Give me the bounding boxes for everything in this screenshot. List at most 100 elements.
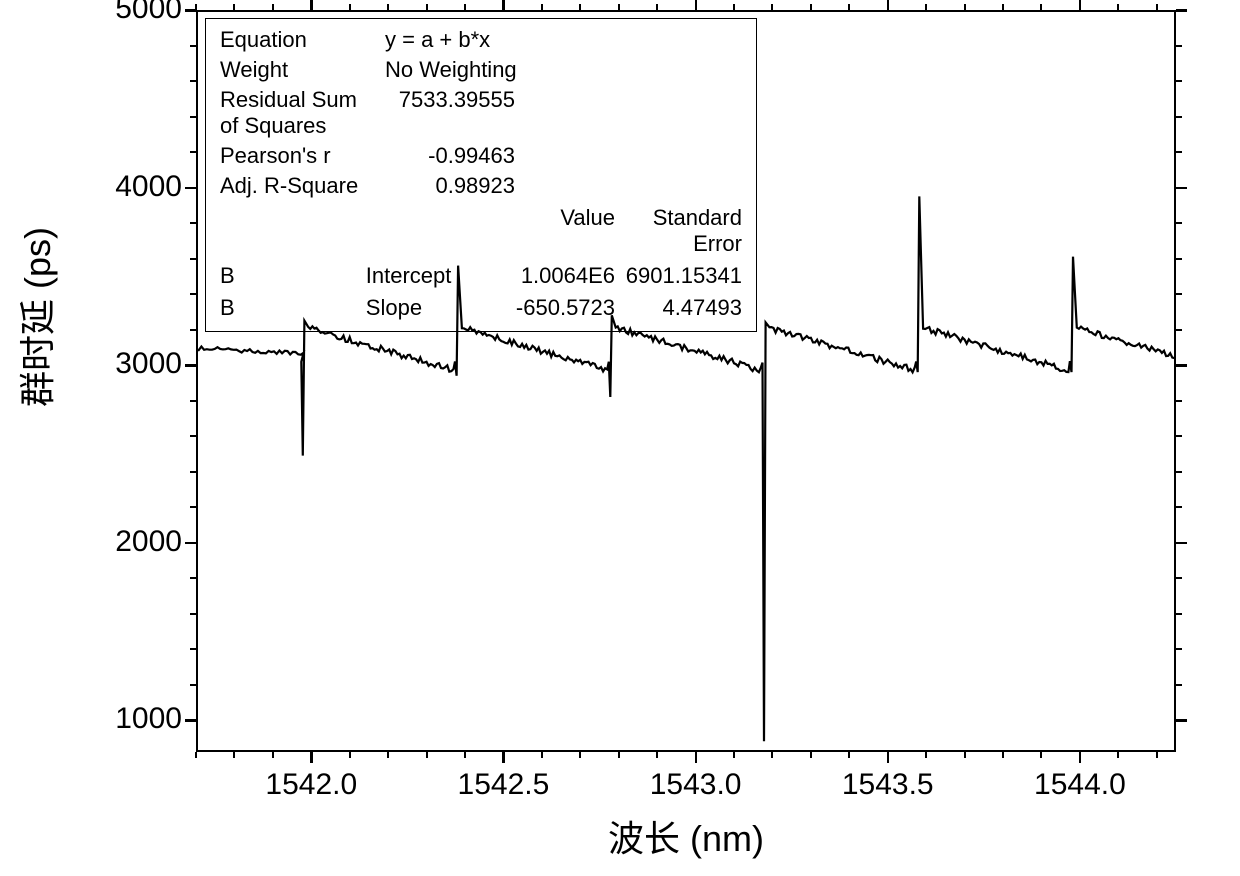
y-minor-tick bbox=[1176, 577, 1182, 579]
y-minor-tick bbox=[190, 151, 196, 153]
x-minor-tick bbox=[1156, 752, 1158, 758]
y-minor-tick bbox=[1176, 400, 1182, 402]
x-minor-tick bbox=[733, 4, 735, 10]
x-tick bbox=[887, 752, 890, 763]
x-tick-label: 1542.5 bbox=[448, 768, 558, 802]
y-minor-tick bbox=[190, 45, 196, 47]
y-minor-tick bbox=[1176, 613, 1182, 615]
y-minor-tick bbox=[1176, 471, 1182, 473]
y-tick bbox=[1176, 364, 1187, 367]
x-minor-tick bbox=[464, 752, 466, 758]
x-minor-tick bbox=[964, 4, 966, 10]
x-tick bbox=[1079, 0, 1082, 10]
x-minor-tick bbox=[810, 752, 812, 758]
x-minor-tick bbox=[848, 4, 850, 10]
x-minor-tick bbox=[1156, 4, 1158, 10]
x-minor-tick bbox=[810, 4, 812, 10]
chart-svg bbox=[0, 0, 1240, 876]
x-tick bbox=[1079, 752, 1082, 763]
x-minor-tick bbox=[848, 752, 850, 758]
figure: 群时延 (ps) 波长 (nm) Equationy = a + b*xWeig… bbox=[0, 0, 1240, 876]
x-minor-tick bbox=[349, 4, 351, 10]
x-minor-tick bbox=[426, 752, 428, 758]
x-tick bbox=[310, 752, 313, 763]
x-minor-tick bbox=[1040, 4, 1042, 10]
x-minor-tick bbox=[656, 4, 658, 10]
y-tick bbox=[1176, 719, 1187, 722]
x-minor-tick bbox=[1040, 752, 1042, 758]
y-minor-tick bbox=[190, 471, 196, 473]
x-tick-label: 1543.5 bbox=[833, 768, 943, 802]
x-minor-tick bbox=[618, 752, 620, 758]
x-minor-tick bbox=[426, 4, 428, 10]
y-tick-label: 2000 bbox=[96, 525, 182, 559]
y-minor-tick bbox=[1176, 222, 1182, 224]
x-minor-tick bbox=[771, 752, 773, 758]
y-minor-tick bbox=[190, 329, 196, 331]
x-minor-tick bbox=[1117, 4, 1119, 10]
x-minor-tick bbox=[733, 752, 735, 758]
x-minor-tick bbox=[618, 4, 620, 10]
x-minor-tick bbox=[233, 752, 235, 758]
y-tick-label: 1000 bbox=[96, 702, 182, 736]
y-minor-tick bbox=[1176, 258, 1182, 260]
x-minor-tick bbox=[771, 4, 773, 10]
y-minor-tick bbox=[190, 116, 196, 118]
y-minor-tick bbox=[190, 577, 196, 579]
y-minor-tick bbox=[1176, 151, 1182, 153]
x-tick-label: 1542.0 bbox=[256, 768, 366, 802]
y-minor-tick bbox=[1176, 506, 1182, 508]
y-minor-tick bbox=[190, 222, 196, 224]
y-minor-tick bbox=[190, 613, 196, 615]
y-tick bbox=[1176, 542, 1187, 545]
x-minor-tick bbox=[1002, 4, 1004, 10]
y-minor-tick bbox=[1176, 684, 1182, 686]
x-minor-tick bbox=[272, 752, 274, 758]
x-tick bbox=[887, 0, 890, 10]
x-minor-tick bbox=[272, 4, 274, 10]
x-minor-tick bbox=[541, 4, 543, 10]
x-tick bbox=[502, 752, 505, 763]
x-minor-tick bbox=[964, 752, 966, 758]
y-minor-tick bbox=[1176, 45, 1182, 47]
x-minor-tick bbox=[579, 4, 581, 10]
x-minor-tick bbox=[541, 752, 543, 758]
y-tick-label: 4000 bbox=[96, 170, 182, 204]
x-minor-tick bbox=[1117, 752, 1119, 758]
y-tick-label: 3000 bbox=[96, 347, 182, 381]
x-tick bbox=[502, 0, 505, 10]
x-tick bbox=[310, 0, 313, 10]
y-minor-tick bbox=[1176, 648, 1182, 650]
x-minor-tick bbox=[579, 752, 581, 758]
y-tick bbox=[1176, 187, 1187, 190]
x-minor-tick bbox=[195, 752, 197, 758]
x-minor-tick bbox=[349, 752, 351, 758]
x-tick-label: 1544.0 bbox=[1025, 768, 1135, 802]
y-minor-tick bbox=[190, 435, 196, 437]
y-minor-tick bbox=[1176, 329, 1182, 331]
y-minor-tick bbox=[190, 648, 196, 650]
x-minor-tick bbox=[387, 752, 389, 758]
x-minor-tick bbox=[387, 4, 389, 10]
y-minor-tick bbox=[190, 506, 196, 508]
y-minor-tick bbox=[190, 684, 196, 686]
x-minor-tick bbox=[925, 752, 927, 758]
y-tick bbox=[185, 542, 196, 545]
x-minor-tick bbox=[656, 752, 658, 758]
x-tick-label: 1543.0 bbox=[641, 768, 751, 802]
x-tick bbox=[695, 0, 698, 10]
x-minor-tick bbox=[233, 4, 235, 10]
x-minor-tick bbox=[925, 4, 927, 10]
y-minor-tick bbox=[190, 400, 196, 402]
y-minor-tick bbox=[190, 258, 196, 260]
group-delay-trace bbox=[196, 196, 1226, 741]
y-tick-label: 5000 bbox=[96, 0, 182, 26]
y-tick bbox=[185, 719, 196, 722]
y-minor-tick bbox=[190, 80, 196, 82]
y-minor-tick bbox=[190, 293, 196, 295]
y-minor-tick bbox=[1176, 116, 1182, 118]
y-minor-tick bbox=[1176, 293, 1182, 295]
y-tick bbox=[185, 9, 196, 12]
y-minor-tick bbox=[1176, 80, 1182, 82]
y-tick bbox=[1176, 9, 1187, 12]
